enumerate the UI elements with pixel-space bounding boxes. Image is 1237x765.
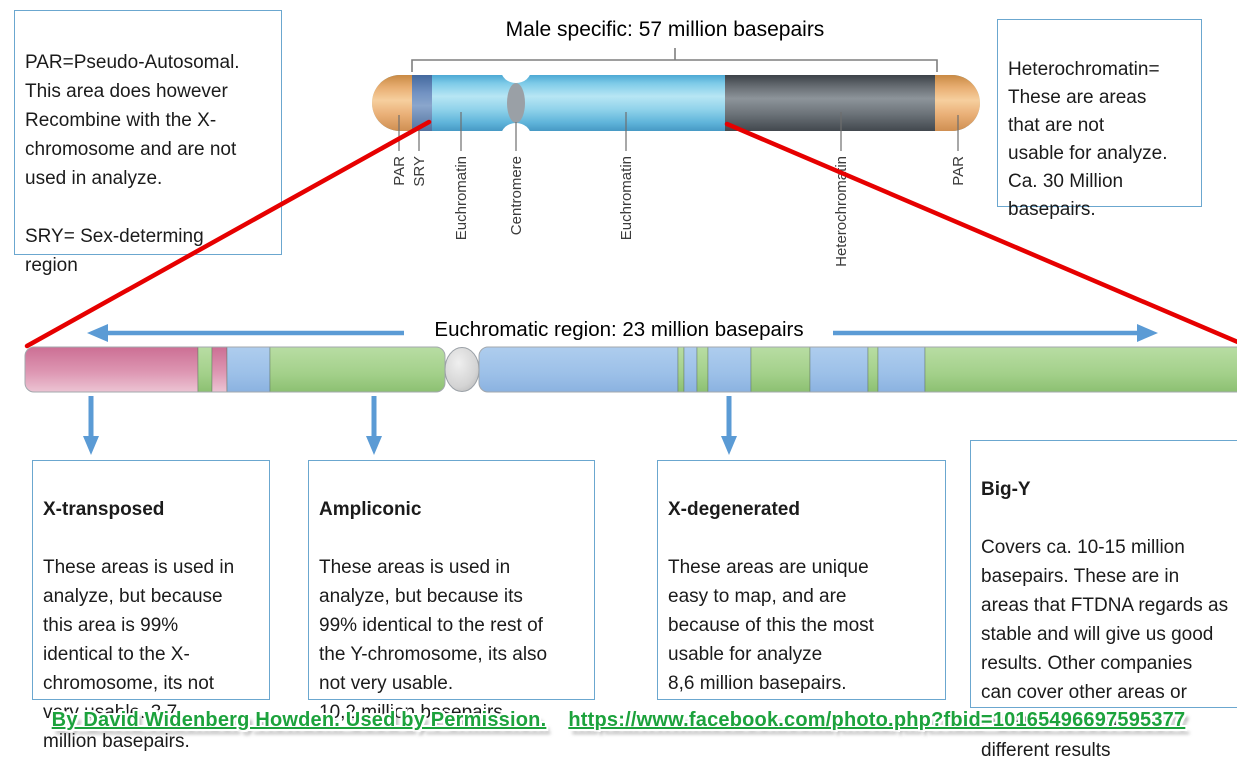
- bar-segment-blue: [683, 347, 698, 392]
- x-degenerated-title: X-degenerated: [668, 499, 800, 520]
- bar-segment-green: [867, 347, 879, 392]
- arrow-ampliconic: [366, 396, 382, 455]
- chromosome-sry-region: [412, 75, 432, 131]
- credit-text: By David Widenberg Howden. Used by Permi…: [51, 709, 547, 731]
- x-transposed-body: These areas is used in analyze, but beca…: [43, 557, 235, 752]
- note-box-x-degenerated: X-degenerated These areas are unique eas…: [657, 460, 946, 700]
- euchromatic-bar: [25, 347, 1237, 392]
- bar-centromere-circle: [444, 347, 480, 392]
- bar-segment-green: [924, 347, 1237, 392]
- note-box-x-transposed: X-transposed These areas is used in anal…: [32, 460, 270, 752]
- male-specific-title: Male specific: 57 million basepairs: [505, 18, 825, 41]
- bar-segment-green: [677, 347, 685, 392]
- centromere-waist: [507, 83, 525, 123]
- bar-segment-green: [750, 347, 811, 392]
- x-degenerated-body: These areas are unique easy to map, and …: [668, 557, 874, 694]
- chromosome-label-centromere: Centromere: [508, 156, 525, 235]
- euchromatic-arrow-left: [87, 324, 404, 342]
- bar-segment-blue: [877, 347, 926, 392]
- chromosome-label-sry: SRY: [411, 156, 428, 187]
- euchromatic-arrow-right: [833, 324, 1158, 342]
- chromosome-label-par-right: PAR: [950, 156, 967, 186]
- attribution-line: By David Widenberg Howden. Used by Permi…: [0, 709, 1237, 732]
- note-box-par-sry: PAR=Pseudo-Autosomal. This area does how…: [14, 10, 282, 276]
- bar-segment-green: [696, 347, 709, 392]
- arrow-x-transposed: [83, 396, 99, 455]
- centromere-notch-top: [501, 57, 531, 83]
- note-box-ampliconic: Ampliconic These areas is used in analyz…: [308, 460, 595, 723]
- y-chromosome-diagram: { "header": { "male_specific_label": "Ma…: [0, 10, 1237, 761]
- chromosome-heterochromatin-region: [725, 75, 935, 131]
- note-box-big-y: Big-Y Covers ca. 10-15 million basepairs…: [970, 440, 1237, 761]
- x-transposed-title: X-transposed: [43, 499, 165, 520]
- big-y-body: Covers ca. 10-15 million basepairs. Thes…: [981, 537, 1229, 761]
- note-heterochromatin-text: Heterochromatin= These are areas that ar…: [1008, 59, 1168, 220]
- euchromatic-region-label: Euchromatic region: 23 million basepairs: [434, 318, 804, 341]
- bar-segment-green: [197, 347, 213, 392]
- bar-segment-pink: [25, 347, 199, 392]
- bar-segment-blue: [226, 347, 271, 392]
- bar-segment-green: [269, 347, 446, 392]
- chromosome-label-par-left: PAR: [391, 156, 408, 186]
- bar-segment-blue: [478, 347, 679, 392]
- credit-url[interactable]: https://www.facebook.com/photo.php?fbid=…: [568, 709, 1186, 731]
- chromosome-graphic: [372, 75, 980, 131]
- note-par-text: PAR=Pseudo-Autosomal. This area does how…: [25, 52, 240, 276]
- bar-segment-pink: [211, 347, 228, 392]
- chromosome-label-euchromatin-right: Euchromatin: [618, 156, 635, 240]
- male-specific-bracket: [411, 48, 938, 72]
- chromosome-par-left-region: [372, 75, 412, 131]
- note-box-heterochromatin: Heterochromatin= These are areas that ar…: [997, 19, 1202, 220]
- big-y-title: Big-Y: [981, 479, 1031, 500]
- arrow-x-degenerated: [721, 396, 737, 455]
- chromosome-label-heterochromatin: Heterochromatin: [833, 156, 850, 267]
- bar-segment-blue: [707, 347, 752, 392]
- ampliconic-title: Ampliconic: [319, 499, 422, 520]
- bar-segment-blue: [809, 347, 869, 392]
- chromosome-label-euchromatin-left: Euchromatin: [453, 156, 470, 240]
- ampliconic-body: These areas is used in analyze, but beca…: [319, 557, 548, 723]
